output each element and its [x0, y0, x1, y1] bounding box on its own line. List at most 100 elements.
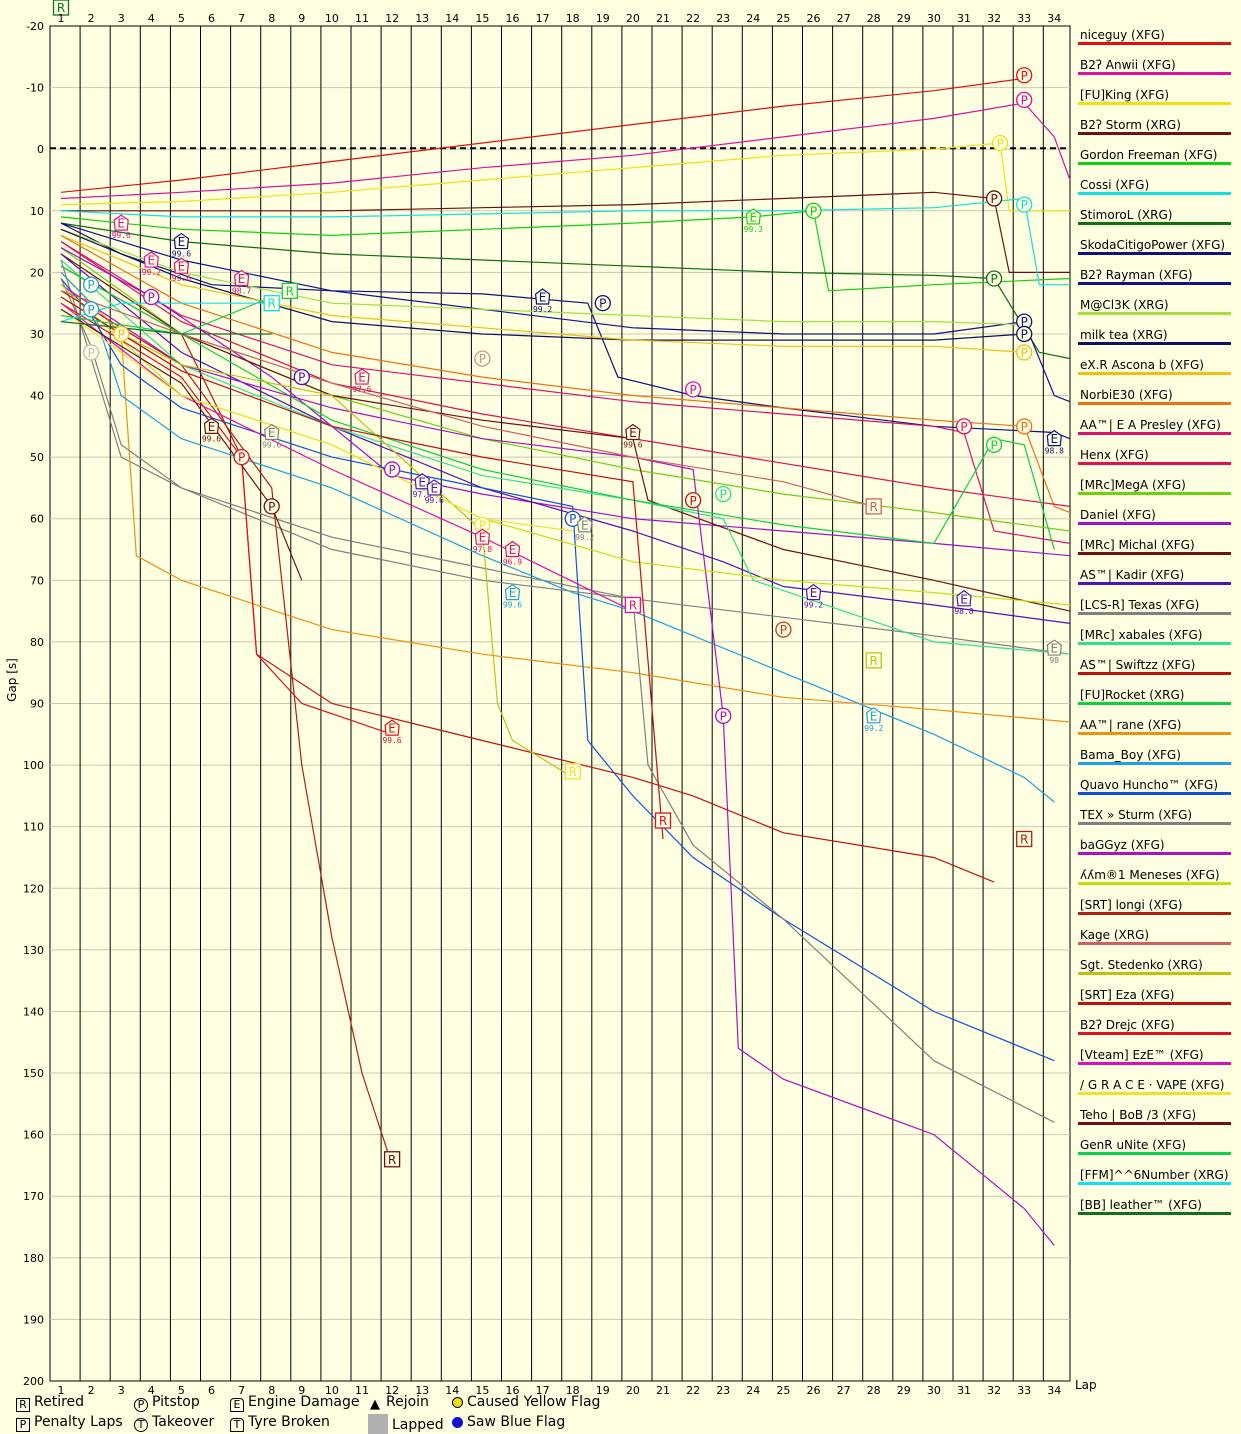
engine-damage-pentagon: [866, 707, 882, 724]
legend-item: [SRT] longi (XFG): [1078, 898, 1231, 928]
x-tick-label: 14: [445, 1384, 459, 1397]
horizontal-grid: [50, 87, 1070, 1320]
x-tick-label: 23: [716, 12, 730, 25]
legend-item: baGGyz (XFG): [1078, 838, 1231, 868]
legend-item-label: SkodaCitigoPower (XFG): [1080, 238, 1226, 252]
x-tick-label: 33: [1017, 12, 1031, 25]
legend-swatch-line: [1078, 252, 1231, 255]
marker-letter: P: [87, 346, 94, 360]
event-marker: P: [1016, 344, 1033, 361]
pitstop-circle: [383, 461, 401, 478]
x-tick-label: 27: [837, 12, 851, 25]
marker-value-label: 98.8: [1045, 447, 1064, 456]
key-label: Engine Damage: [248, 1394, 360, 1410]
pitstop-circle: [955, 418, 973, 435]
legend-item-label: Bama_Boy (XFG): [1080, 748, 1181, 762]
x-tick-label: 9: [298, 12, 305, 25]
x-tick-label: 19: [596, 12, 610, 25]
legend-swatch-line: [1078, 1152, 1231, 1155]
key-label: Lapped: [392, 1417, 444, 1433]
marker-letter: P: [990, 438, 997, 452]
x-tick-label: 27: [837, 1384, 851, 1397]
marker-letter: R: [286, 284, 294, 298]
legend-item: eX.R Ascona b (XFG): [1078, 358, 1231, 388]
marker-letter: R: [569, 765, 577, 779]
pitstop-circle: [293, 368, 310, 386]
legend-swatch-line: [1078, 1002, 1231, 1005]
event-marker: P: [955, 418, 973, 435]
event-marker: E97.8: [473, 528, 492, 554]
marker-value-label: 98.8: [954, 607, 973, 616]
event-marker: E99.3: [744, 208, 763, 234]
series-line: [60, 308, 573, 532]
series-line: [60, 234, 1071, 514]
legend-swatch-line: [1078, 102, 1231, 105]
series-line: [60, 197, 1070, 286]
series-line: [60, 308, 303, 581]
series-line: [60, 296, 574, 778]
x-tick-label: 4: [148, 1384, 155, 1397]
engine-damage-pentagon: [143, 251, 159, 268]
engine-damage-pentagon: [233, 269, 250, 287]
engine-damage-pentagon: [956, 590, 972, 607]
marker-letter: P: [720, 709, 727, 723]
retired-box: [52, 0, 70, 16]
legend-item-label: [BB] leather™ (XFG): [1080, 1198, 1202, 1212]
x-tick-label: 31: [957, 12, 971, 25]
marker-value-label: 99.6: [262, 441, 281, 450]
event-marker: E98.8: [1045, 429, 1064, 456]
legend-swatch-line: [1078, 1032, 1231, 1035]
series-line: [60, 253, 1071, 624]
event-marker: P: [82, 276, 100, 293]
event-marker: P: [715, 485, 732, 503]
y-tick-label: 140: [23, 1005, 44, 1018]
legend-swatch-line: [1078, 792, 1231, 795]
legend-swatch-line: [1078, 582, 1231, 585]
y-tick-label: 160: [23, 1129, 44, 1142]
legend-item: AS™| Kadir (XFG): [1078, 568, 1231, 598]
legend-item-label: baGGyz (XFG): [1080, 838, 1165, 852]
legend-item-label: Daniel (XFG): [1080, 508, 1156, 522]
pitstop-circle: [1016, 91, 1033, 109]
engine-damage-pentagon: [504, 583, 521, 601]
engine-damage-pentagon: [577, 516, 593, 533]
legend-item: [MRc] xabales (XFG): [1078, 628, 1231, 658]
series-line: [60, 210, 1071, 292]
engine-damage-pentagon: [474, 528, 491, 545]
legend-swatch-line: [1078, 882, 1231, 885]
marker-value-label: 99.6: [503, 601, 522, 610]
legend-item: B2ʔ Storm (XRG): [1078, 118, 1231, 148]
key-item: T Takeover: [134, 1414, 214, 1432]
marker-letter: P: [569, 512, 576, 526]
marker-letter: E: [430, 481, 438, 495]
event-marker: P: [985, 270, 1003, 287]
legend-swatch-line: [1078, 462, 1231, 465]
legend-swatch-line: [1078, 972, 1231, 975]
marker-value-label: 99.6: [382, 736, 401, 745]
legend-item: [Vteam] EzE™ (XFG): [1078, 1048, 1231, 1078]
x-tick-label: 34: [1047, 1384, 1061, 1397]
legend-item: niceguy (XFG): [1078, 28, 1231, 58]
legend-item-label: B2ʔ Storm (XRG): [1080, 118, 1181, 132]
marker-letter: P: [1021, 198, 1028, 212]
event-marker: E99.6: [382, 719, 402, 745]
marker-letter: E: [418, 475, 426, 489]
key-symbol-icon: E: [230, 1398, 244, 1412]
x-tick-label: 17: [536, 1384, 550, 1397]
x-tick-labels-top: 1 2 3 4 5 6 7 8 9 10 11 12 13 14 15 16 17 18 19 20 21 22 23 24 2…: [58, 12, 1062, 25]
legend-item: [MRc] Michal (XFG): [1078, 538, 1231, 568]
y-tick-label: 70: [30, 574, 44, 587]
marker-letter: E: [238, 272, 246, 286]
legend-item-label: NorbiE30 (XFG): [1080, 388, 1173, 402]
event-marker: P: [82, 301, 100, 318]
series-line: [60, 278, 1055, 1123]
legend-item-label: [MRc] xabales (XFG): [1080, 628, 1203, 642]
marker-letter: P: [990, 272, 997, 286]
x-tick-label: 23: [716, 1384, 730, 1397]
event-marker: P: [594, 295, 611, 312]
marker-letter: E: [629, 426, 637, 440]
marker-letter: R: [870, 500, 878, 514]
legend-item-label: GenR uNite (XFG): [1080, 1138, 1187, 1152]
marker-value-label: 99.6: [172, 274, 191, 283]
x-tick-label: 15: [475, 12, 489, 25]
